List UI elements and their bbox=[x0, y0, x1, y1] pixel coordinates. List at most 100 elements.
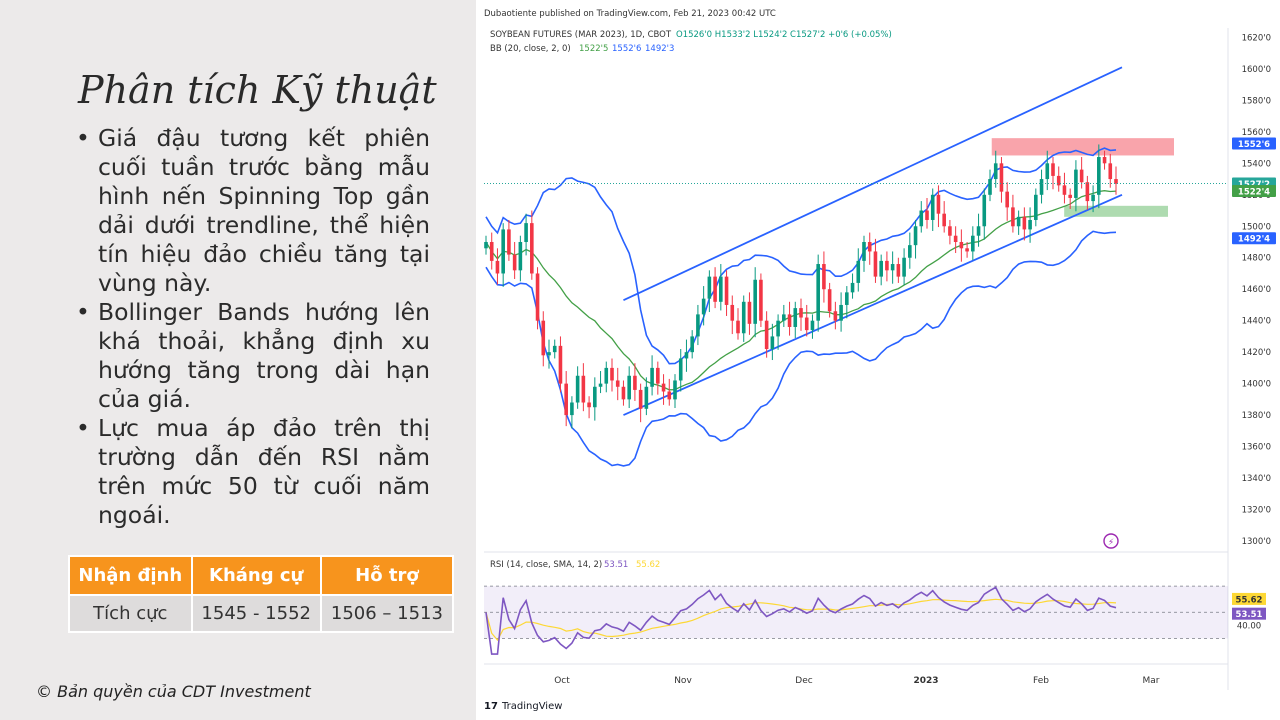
candle-body bbox=[782, 314, 786, 321]
candle-body bbox=[1085, 182, 1090, 202]
candle-body bbox=[976, 226, 981, 236]
candle-body bbox=[1102, 157, 1107, 164]
candle-body bbox=[633, 375, 637, 390]
price-tick-label: 1360'0 bbox=[1242, 443, 1271, 453]
price-badge-label: 1522'4 bbox=[1238, 188, 1270, 198]
candle-body bbox=[759, 279, 763, 321]
price-badge bbox=[1232, 185, 1276, 198]
candle-body bbox=[678, 358, 683, 381]
candle-body bbox=[701, 298, 706, 315]
candle-body bbox=[547, 352, 551, 356]
candle-body bbox=[719, 276, 723, 302]
bb-basis-value: 1522'5 bbox=[579, 44, 608, 54]
table-cell: Tích cực bbox=[68, 594, 193, 633]
levels-table: Nhận định Kháng cự Hỗ trợ Tích cực 1545 … bbox=[68, 555, 455, 633]
candle-body bbox=[936, 194, 941, 214]
candle-body bbox=[604, 367, 609, 384]
candle-body bbox=[873, 251, 878, 277]
support-zone bbox=[1064, 205, 1168, 217]
candle-body bbox=[867, 242, 872, 252]
bb-upper-line bbox=[485, 147, 1117, 365]
copyright-note: © Bản quyền của CDT Investment bbox=[36, 682, 311, 701]
rsi-line bbox=[485, 586, 1117, 655]
price-tick-label: 1600'0 bbox=[1242, 65, 1271, 75]
time-tick-label: 2023 bbox=[913, 676, 938, 686]
price-badge bbox=[1232, 232, 1276, 245]
analysis-bullets: Giá đậu tương kết phiên cuối tuần trước … bbox=[76, 124, 430, 530]
price-tick-label: 1560'0 bbox=[1242, 128, 1271, 138]
candle-body bbox=[816, 264, 820, 321]
candle-body bbox=[638, 389, 643, 409]
candle-body bbox=[993, 163, 998, 180]
bullet-item: Giá đậu tương kết phiên cuối tuần trước … bbox=[76, 124, 430, 298]
candle-body bbox=[1114, 179, 1118, 184]
rsi-label: RSI (14, close, SMA, 14, 2) bbox=[490, 560, 602, 570]
candle-body bbox=[822, 264, 826, 290]
chart-svg[interactable]: Dubaotiente published on TradingView.com… bbox=[476, 0, 1280, 720]
time-tick-label: Oct bbox=[554, 676, 570, 686]
candle-body bbox=[615, 380, 620, 387]
price-tick-label: 1620'0 bbox=[1242, 33, 1271, 43]
table-header: Kháng cự bbox=[190, 555, 322, 596]
candle-body bbox=[713, 276, 717, 302]
rsi-sma-value: 55.62 bbox=[636, 560, 660, 570]
candle-body bbox=[564, 383, 568, 416]
candle-body bbox=[621, 386, 626, 400]
candle-body bbox=[581, 375, 586, 403]
candle-body bbox=[661, 383, 666, 392]
price-badge bbox=[1232, 137, 1276, 150]
candle-body bbox=[512, 254, 517, 271]
rsi-value: 53.51 bbox=[604, 560, 628, 570]
lightning-icon-glyph: ⚡ bbox=[1108, 538, 1114, 548]
candle-body bbox=[724, 276, 729, 305]
candle-body bbox=[965, 248, 969, 252]
candle-body bbox=[1051, 163, 1055, 176]
price-tick-label: 1420'0 bbox=[1242, 348, 1271, 358]
time-tick-label: Nov bbox=[674, 676, 692, 686]
time-tick-label: Mar bbox=[1143, 676, 1160, 686]
tradingview-chart[interactable]: Dubaotiente published on TradingView.com… bbox=[476, 0, 1280, 720]
candle-body bbox=[484, 242, 488, 249]
candle-body bbox=[667, 391, 672, 400]
symbol-label: SOYBEAN FUTURES (MAR 2023), 1D, CBOT bbox=[490, 30, 672, 40]
candle-body bbox=[988, 179, 992, 195]
table-header: Hỗ trợ bbox=[319, 555, 455, 596]
candle-body bbox=[501, 229, 505, 274]
candle-body bbox=[535, 273, 540, 321]
candle-body bbox=[673, 380, 677, 400]
bullet-item: Lực mua áp đảo trên thị trường dẫn đến R… bbox=[76, 414, 430, 530]
candle-body bbox=[919, 210, 924, 227]
candle-body bbox=[1108, 163, 1113, 180]
candle-body bbox=[1039, 179, 1044, 195]
candle-body bbox=[896, 264, 901, 277]
rsi-badge-label: 53.51 bbox=[1236, 610, 1263, 620]
candle-body bbox=[690, 336, 694, 353]
bb-upper-value: 1552'6 bbox=[612, 44, 641, 54]
candle-body bbox=[587, 402, 591, 408]
candle-body bbox=[776, 320, 780, 337]
candle-body bbox=[1016, 216, 1021, 227]
candle-body bbox=[730, 304, 735, 321]
candle-body bbox=[953, 235, 958, 243]
price-tick-label: 1340'0 bbox=[1242, 474, 1271, 484]
candle-body bbox=[913, 226, 918, 246]
candle-body bbox=[707, 276, 712, 299]
trend-channel-lower bbox=[623, 193, 1123, 416]
price-badge-label: 1552'6 bbox=[1238, 140, 1270, 150]
rsi-badge bbox=[1232, 592, 1266, 605]
table-cell: 1506 – 1513 bbox=[319, 594, 455, 633]
table-header: Nhận định bbox=[68, 555, 193, 596]
price-badge-label: 1527'2 bbox=[1238, 180, 1270, 190]
candle-body bbox=[925, 210, 929, 220]
price-tick-label: 1320'0 bbox=[1242, 506, 1271, 516]
slide-title: Phân tích Kỹ thuật bbox=[78, 68, 437, 112]
candle-body bbox=[558, 345, 563, 384]
price-tick-label: 1440'0 bbox=[1242, 317, 1271, 327]
bb-lower-line bbox=[485, 230, 1117, 467]
candle-body bbox=[610, 367, 614, 381]
price-tick-label: 1300'0 bbox=[1242, 537, 1271, 547]
candle-body bbox=[593, 386, 597, 408]
candle-body bbox=[890, 264, 895, 271]
candle-body bbox=[524, 223, 528, 243]
lightning-icon bbox=[1103, 533, 1119, 549]
